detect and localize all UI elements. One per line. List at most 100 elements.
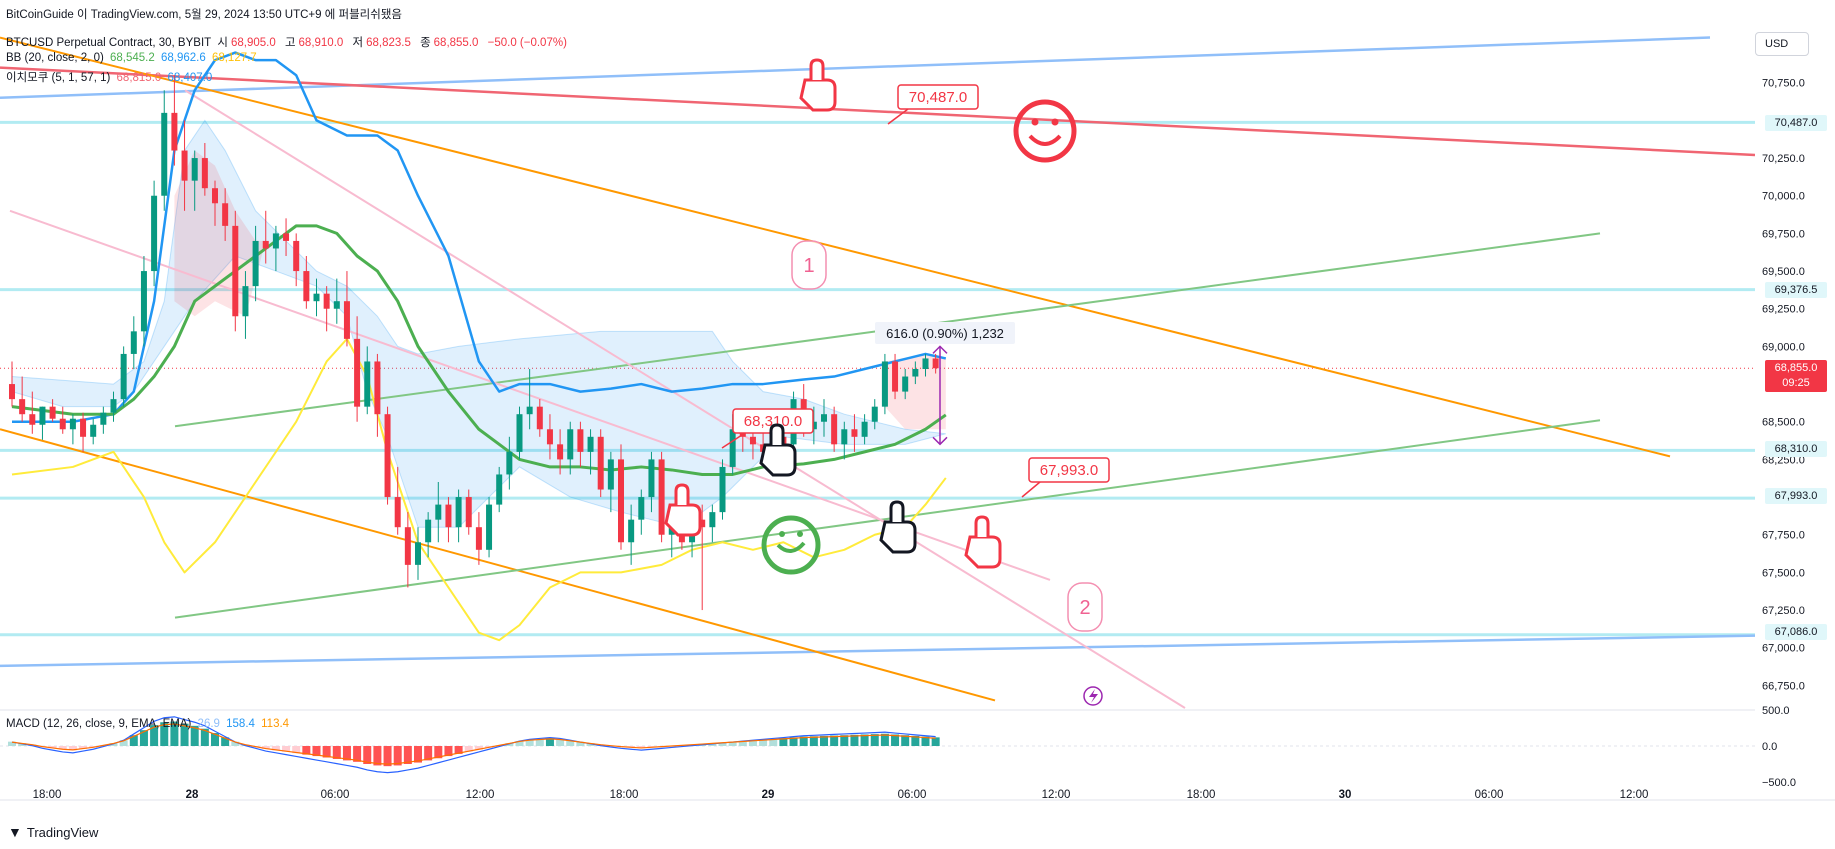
footer-brand[interactable]: ▼ TradingView [8, 824, 98, 840]
macd-y-tick: 500.0 [1762, 705, 1790, 717]
macd-hist-bar [789, 737, 798, 746]
candle-body [252, 240, 259, 287]
hand-red-top-icon [799, 58, 837, 112]
x-tick-label: 28 [186, 789, 199, 801]
candle-body [212, 188, 218, 204]
annotation-box [1028, 457, 1110, 483]
macd-hist-bar [393, 746, 402, 766]
candle-body [445, 504, 452, 528]
legend-bb[interactable]: BB (20, close, 2, 0) 68,545.2 68,962.6 6… [6, 52, 260, 64]
candle-body [130, 331, 137, 354]
macd-hist-bar [870, 734, 879, 746]
trendline-blue-top [0, 36, 1711, 100]
candle-body [597, 436, 604, 490]
macd-hist-bar [261, 746, 270, 749]
label-67993: 67,993.0 [1028, 457, 1110, 483]
annotations: 70,487.0 68,310.0 67,993.0 616.0 (0.90%) 1,… [664, 58, 1110, 706]
indicator-yellow [11, 337, 947, 642]
open-label: 시 [217, 37, 228, 49]
annotation-box [897, 84, 979, 110]
low-value: 68,823.5 [366, 37, 411, 49]
y-tick-label: 69,750.0 [1762, 228, 1805, 240]
currency-button[interactable]: USD [1755, 32, 1809, 56]
candle-body [262, 240, 269, 249]
macd-value-3: 113.4 [261, 718, 290, 730]
candle-body [90, 424, 97, 437]
wave-2: 2 [1067, 582, 1103, 632]
macd-hist-bar [525, 739, 534, 746]
candle-body [506, 451, 513, 475]
macd-hist-bar [353, 746, 362, 762]
candle-body [120, 353, 127, 400]
candle-body [272, 233, 279, 249]
candle-body [110, 399, 117, 413]
macd-y-tick: 0.0 [1762, 741, 1777, 753]
macd-hist-bar [728, 741, 737, 746]
x-tick-label: 06:00 [1475, 789, 1504, 801]
candle-body [607, 459, 614, 490]
ichimoku-cloud [11, 119, 946, 528]
macd-hist-bar [434, 746, 443, 759]
candle-body [455, 497, 462, 528]
macd-label: MACD (12, 26, close, 9, EMA, EMA) [6, 718, 192, 730]
candle-body [313, 293, 320, 302]
macd-hist-bar [139, 730, 148, 746]
candle-body [404, 527, 411, 565]
y-tick-label: 67,750.0 [1762, 530, 1805, 542]
candle-body [171, 112, 178, 151]
macd-hist-bar [891, 734, 900, 746]
macd-hist-bar [414, 746, 422, 763]
macd-hist-bar [180, 723, 189, 746]
candle-body [577, 429, 584, 452]
candle-body [902, 376, 909, 392]
trend-lines [0, 36, 1756, 709]
macd-hist-bar [332, 746, 341, 759]
trendline-green-lower [174, 419, 1601, 619]
candle-body [364, 361, 371, 407]
candle-body [354, 338, 361, 407]
candle-body [648, 459, 655, 498]
macd-hist-bar [830, 735, 839, 746]
candle-body [536, 406, 543, 430]
ohlc-close: 종 68,855.0 [420, 37, 481, 49]
candle-body [29, 414, 36, 425]
macd-hist-bar [211, 733, 219, 746]
macd-hist-bar [759, 739, 768, 746]
x-tick-label: 12:00 [466, 789, 495, 801]
candle-body [841, 429, 848, 445]
smiley-eye [1051, 118, 1059, 126]
y-tick-label: 70,750.0 [1762, 78, 1805, 90]
candle-body [475, 527, 482, 550]
macd-hist-bar [322, 746, 331, 758]
measure-bg [875, 322, 1015, 344]
legend-ichimoku[interactable]: 이치모쿠 (5, 1, 57, 1) 68,815.0 68,407.0 [6, 69, 215, 85]
ohlc-open: 시 68,905.0 [217, 37, 278, 49]
legend-macd[interactable]: MACD (12, 26, close, 9, EMA, EMA) 26.9 1… [6, 718, 292, 730]
macd-hist-bar [576, 741, 585, 746]
candle-body [851, 429, 858, 437]
candle-body [932, 358, 939, 369]
bb-label: BB (20, close, 2, 0) [6, 52, 104, 64]
legend-main[interactable]: BTCUSD Perpetual Contract, 30, BYBIT 시 68… [6, 34, 570, 50]
macd-hist-bar [383, 746, 392, 767]
macd-hist-bar [850, 734, 859, 746]
macd-hist-bar [68, 746, 77, 751]
annotation-text: 70,487.0 [909, 89, 967, 106]
wave-box [791, 240, 827, 290]
macd-hist-bar [160, 722, 169, 746]
publish-text: BitCoinGuide 이 TradingView.com, 5월 29, 2… [6, 9, 402, 21]
candle-body [333, 301, 340, 309]
candle-body [922, 358, 929, 369]
hand-finger [889, 500, 905, 522]
macd-hist-bar [860, 734, 869, 746]
high-label: 고 [284, 37, 296, 49]
smiley-mouth [776, 541, 806, 553]
macd-hist-bar [931, 737, 940, 746]
x-tick-label: 12:00 [1042, 789, 1071, 801]
macd-hist-bar [58, 746, 67, 750]
price-tag-70487: 70,487.0 [1765, 115, 1827, 131]
ohlc-low: 저 68,823.5 [353, 37, 414, 49]
candle-body [496, 474, 503, 505]
candle-body [557, 444, 564, 460]
